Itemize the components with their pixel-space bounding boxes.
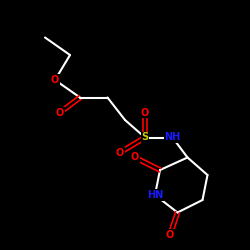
Text: HN: HN: [147, 190, 163, 200]
Text: O: O: [166, 230, 174, 240]
Text: O: O: [56, 108, 64, 118]
Text: O: O: [131, 152, 139, 162]
Text: S: S: [142, 132, 148, 142]
Text: O: O: [141, 108, 149, 118]
Text: O: O: [51, 75, 59, 85]
Text: NH: NH: [164, 132, 180, 142]
Text: O: O: [116, 148, 124, 158]
